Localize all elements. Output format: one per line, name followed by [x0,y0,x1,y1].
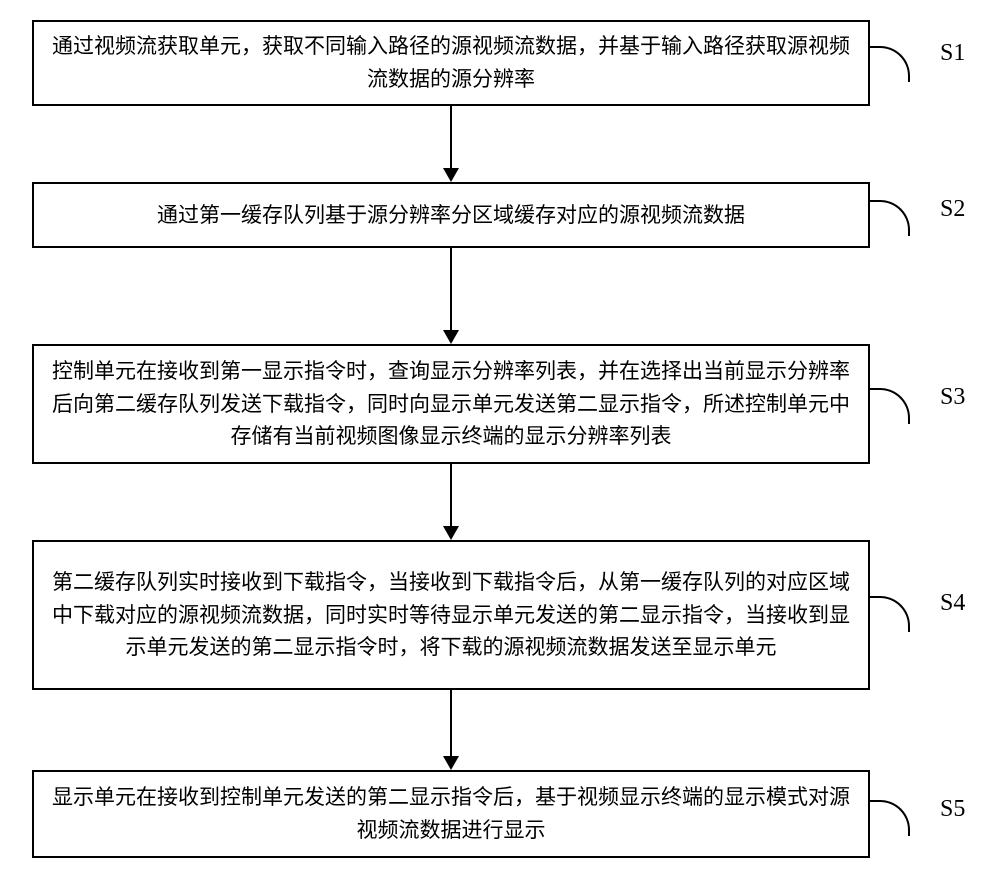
flowchart-canvas: 通过视频流获取单元，获取不同输入路径的源视频流数据，并基于输入路径获取源视频流数… [0,0,1000,881]
connector-s4 [870,596,910,632]
arrow-head-4 [443,756,459,770]
step-label-s1: S1 [940,40,965,67]
step-box-s3: 控制单元在接收到第一显示指令时，查询显示分辨率列表，并在选择出当前显示分辨率后向… [32,344,870,464]
step-box-s2: 通过第一缓存队列基于源分辨率分区域缓存对应的源视频流数据 [32,182,870,248]
arrow-head-2 [443,330,459,344]
connector-s2 [870,200,910,236]
arrow-shaft-4 [450,690,452,756]
step-label-s2: S2 [940,196,965,223]
step-box-s4: 第二缓存队列实时接收到下载指令，当接收到下载指令后，从第一缓存队列的对应区域中下… [32,540,870,690]
arrow-shaft-3 [450,464,452,526]
arrow-head-1 [443,168,459,182]
step-label-s5: S5 [940,796,965,823]
step-text: 通过第一缓存队列基于源分辨率分区域缓存对应的源视频流数据 [157,199,745,232]
arrow-head-3 [443,526,459,540]
step-box-s1: 通过视频流获取单元，获取不同输入路径的源视频流数据，并基于输入路径获取源视频流数… [32,20,870,106]
step-label-s4: S4 [940,590,965,617]
arrow-shaft-1 [450,106,452,168]
step-box-s5: 显示单元在接收到控制单元发送的第二显示指令后，基于视频显示终端的显示模式对源视频… [32,770,870,858]
step-text: 控制单元在接收到第一显示指令时，查询显示分辨率列表，并在选择出当前显示分辨率后向… [50,355,852,453]
connector-s3 [870,388,910,424]
step-text: 显示单元在接收到控制单元发送的第二显示指令后，基于视频显示终端的显示模式对源视频… [50,781,852,846]
step-text: 第二缓存队列实时接收到下载指令，当接收到下载指令后，从第一缓存队列的对应区域中下… [50,566,852,664]
connector-s5 [870,800,910,836]
arrow-shaft-2 [450,248,452,330]
step-label-s3: S3 [940,384,965,411]
connector-s1 [870,46,910,82]
step-text: 通过视频流获取单元，获取不同输入路径的源视频流数据，并基于输入路径获取源视频流数… [50,30,852,95]
